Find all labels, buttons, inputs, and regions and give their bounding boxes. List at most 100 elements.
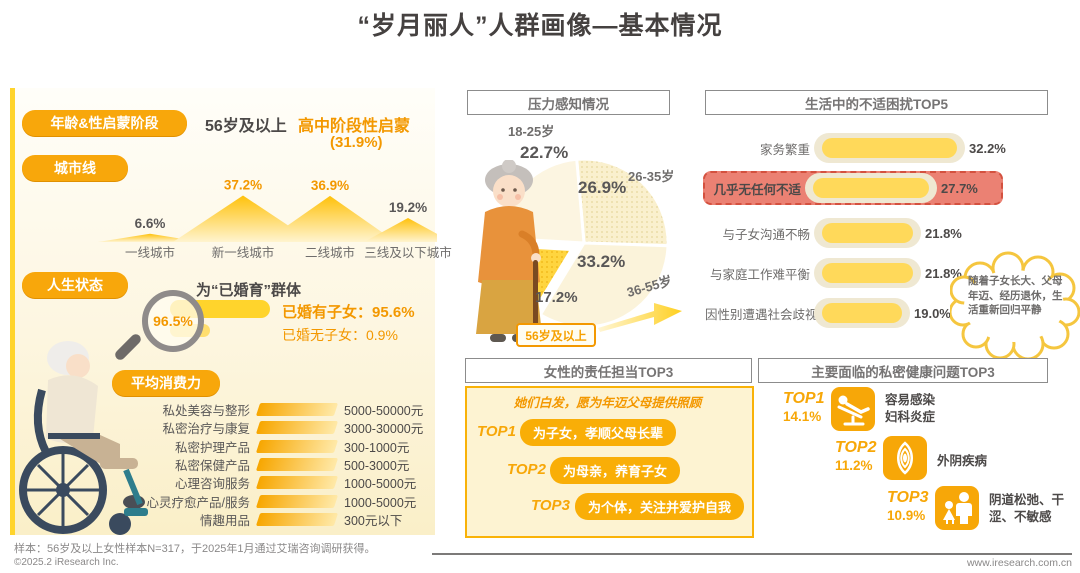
discomfort-bar-track bbox=[814, 133, 965, 163]
consumption-row: 私密治疗与康复 3000-30000元 bbox=[120, 419, 423, 436]
consumption-bar bbox=[255, 476, 339, 490]
health-issue-text: 容易感染妇科炎症 bbox=[885, 393, 936, 424]
pie-slice-26-35岁 bbox=[575, 157, 670, 248]
pie-label-26-35: 26-35岁 bbox=[628, 169, 675, 184]
responsibility-rank: TOP3 bbox=[531, 497, 570, 514]
copyright-text: ©2025.2 iResearch Inc. bbox=[14, 557, 119, 568]
pie-value-18-25: 22.7% bbox=[520, 143, 569, 162]
city-tier-chart: 6.6% 37.2% 36.9% 19.2% bbox=[98, 178, 437, 242]
discomfort-label: 家务繁重 bbox=[759, 142, 810, 157]
responsibility-pill: 为子女，孝顺父母长辈 bbox=[520, 419, 677, 446]
consumption-bar bbox=[255, 512, 339, 526]
discomfort-value: 32.2% bbox=[969, 140, 1006, 156]
discomfort-row: 家务繁重 32.2% bbox=[705, 131, 1050, 165]
consumption-row: 情趣用品 300元以下 bbox=[120, 511, 402, 528]
health-rank-pct: 10.9% bbox=[887, 508, 926, 523]
wheelchair-woman-illustration bbox=[19, 341, 148, 535]
discomfort-bar bbox=[822, 223, 913, 243]
city-tier-label: 三线及以下城市 bbox=[364, 246, 452, 260]
page-title: “岁月丽人”人群画像—基本情况 bbox=[357, 12, 723, 40]
discomfort-label: 因性别遭遇社会歧视 bbox=[705, 307, 818, 322]
cloud-bubble bbox=[950, 251, 1080, 358]
city-tier-value: 6.6% bbox=[135, 216, 166, 231]
responsibility-panel-header: 女性的责任担当TOP3 bbox=[465, 358, 752, 383]
consumption-row: 心灵疗愈产品/服务 1000-5000元 bbox=[120, 493, 416, 510]
vulva-icon bbox=[883, 436, 927, 480]
discomfort-value: 27.7% bbox=[941, 180, 978, 196]
health-issue-text: 阴道松弛、干涩、不敏感 bbox=[989, 493, 1065, 524]
city-tier-peak bbox=[364, 218, 437, 242]
discomfort-panel-header: 生活中的不适困扰TOP5 bbox=[705, 90, 1048, 115]
discomfort-bar bbox=[813, 178, 929, 198]
discomfort-bar-track bbox=[805, 173, 937, 203]
discomfort-row: 因性别遭遇社会歧视 19.0% bbox=[705, 296, 1050, 330]
city-tier-label: 一线城市 bbox=[124, 246, 175, 260]
left-panel-accent-stripe bbox=[10, 88, 15, 535]
responsibility-rank: TOP2 bbox=[507, 461, 546, 478]
health-rank-pct: 11.2% bbox=[835, 458, 873, 473]
discomfort-bar bbox=[822, 263, 913, 283]
consumption-label: 私密保健产品 bbox=[174, 458, 250, 473]
consumption-bar bbox=[255, 439, 339, 453]
consumption-row: 心理咨询服务 1000-5000元 bbox=[120, 474, 416, 491]
pie-value-36-55: 33.2% bbox=[577, 252, 626, 271]
stress-panel-header: 压力感知情况 bbox=[467, 90, 670, 115]
consumption-range: 3000-30000元 bbox=[344, 422, 424, 437]
city-tier-value: 19.2% bbox=[389, 200, 427, 215]
city-tier-label: 新一线城市 bbox=[211, 246, 275, 260]
sex-education-pct: (31.9%) bbox=[330, 134, 383, 151]
health-rank-pct: 14.1% bbox=[783, 409, 822, 424]
consumption-badge: 平均消费力 bbox=[112, 370, 220, 396]
consumption-label: 心灵疗愈产品/服务 bbox=[146, 495, 250, 510]
consumption-range: 500-3000元 bbox=[344, 458, 410, 473]
discomfort-label: 与家庭工作难平衡 bbox=[709, 267, 810, 282]
discomfort-bar bbox=[822, 138, 957, 158]
website-text: www.iresearch.com.cn bbox=[966, 557, 1072, 569]
city-tier-peak bbox=[98, 233, 202, 242]
city-tier-peak bbox=[264, 195, 396, 242]
sample-footnote: 样本：56岁及以上女性样本N=317，于2025年1月通过艾瑞咨询调研获得。 bbox=[14, 543, 376, 555]
magnifier-icon: 96.5% bbox=[142, 290, 204, 352]
health-rank-label: TOP2 bbox=[835, 439, 877, 456]
pie-value-26-35: 26.9% bbox=[578, 178, 627, 197]
discomfort-row: 几乎无任何不适 27.7% bbox=[703, 171, 1003, 205]
consumption-range: 300元以下 bbox=[344, 513, 403, 528]
health-rank-label: TOP1 bbox=[783, 390, 825, 407]
health-issue-text: 外阴疾病 bbox=[937, 454, 988, 468]
consumption-range: 5000-50000元 bbox=[344, 404, 424, 418]
discomfort-value: 21.8% bbox=[925, 265, 962, 281]
health-rank-label: TOP3 bbox=[887, 489, 929, 506]
responsibility-pill: 为个体，关注并爱护自我 bbox=[575, 493, 745, 520]
city-tier-value: 36.9% bbox=[311, 178, 349, 193]
city-tier-value: 37.2% bbox=[224, 178, 262, 193]
pie-value-56plus: 17.2% bbox=[535, 289, 578, 306]
discomfort-row: 与子女沟通不畅 21.8% bbox=[705, 216, 1050, 250]
discomfort-bar bbox=[822, 303, 902, 323]
consumption-row: 私密护理产品 300-1000元 bbox=[120, 438, 409, 455]
consumption-row: 私密保健产品 500-3000元 bbox=[120, 456, 409, 473]
consumption-label: 私处美容与整形 bbox=[162, 404, 250, 418]
discomfort-bar-track bbox=[814, 298, 910, 328]
arrow-icon bbox=[598, 303, 682, 332]
consumption-label: 情趣用品 bbox=[199, 513, 250, 528]
sex-education-value: 高中阶段性启蒙 bbox=[298, 118, 411, 135]
consumption-label: 私密护理产品 bbox=[174, 440, 250, 455]
responsibility-intro: 她们白发，愿为年迈父母提供照顾 bbox=[513, 396, 702, 410]
health-rank: TOP3 10.9% bbox=[887, 489, 929, 523]
cloud-note-text: 随着子女长大、父母年迈、经历退休，生活重新回归平静 bbox=[968, 275, 1063, 317]
exam-chair-icon bbox=[831, 387, 875, 431]
pie-label-18-25: 18-25岁 bbox=[508, 124, 555, 139]
married-no-children: 已婚无子女：0.9% bbox=[282, 327, 398, 343]
discomfort-bar-track bbox=[814, 218, 921, 248]
discomfort-row: 与家庭工作难平衡 21.8% bbox=[705, 256, 1050, 290]
age-value: 56岁及以上 bbox=[205, 118, 287, 135]
life-status-badge: 人生状态 bbox=[22, 272, 128, 298]
age-badge: 年龄&性启蒙阶段 bbox=[22, 110, 187, 136]
consumption-row: 私处美容与整形 5000-50000元 bbox=[120, 401, 423, 418]
discomfort-bar-track bbox=[814, 258, 921, 288]
life-group-label: 为“已婚育”群体 bbox=[196, 282, 302, 299]
responsibility-rank: TOP1 bbox=[477, 423, 516, 440]
health-rank: TOP2 11.2% bbox=[835, 439, 877, 473]
consumption-range: 1000-5000元 bbox=[344, 495, 417, 510]
